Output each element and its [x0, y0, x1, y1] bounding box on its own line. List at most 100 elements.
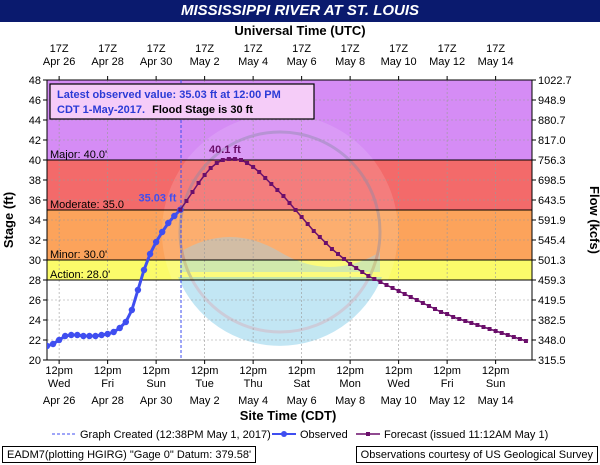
flow-tick-label: 1022.7 — [538, 75, 572, 87]
title-bar — [0, 0, 600, 22]
info-box: Latest observed value: 35.03 ft at 12:00… — [49, 83, 315, 120]
forecast-point — [439, 310, 444, 314]
observed-point — [86, 332, 93, 340]
day-tick-label: Wed — [48, 378, 70, 390]
forecast-point — [214, 161, 219, 165]
forecast-point — [245, 161, 250, 165]
forecast-point — [220, 158, 225, 162]
utc-date-label: May 6 — [287, 56, 317, 68]
forecast-line — [179, 158, 527, 342]
utc-date-label: May 4 — [238, 56, 268, 68]
date-tick-label: May 4 — [238, 395, 268, 407]
forecast-point — [311, 229, 316, 233]
forecast-point — [463, 319, 468, 323]
utc-time-label: 17Z — [486, 43, 505, 55]
forecast-point — [457, 317, 462, 321]
hydrograph-chart: Universal Time (UTC) Major: 40.0' Moderat… — [1, 23, 600, 441]
info-box-line1: Latest observed value: 35.03 ft at 12:00… — [57, 89, 281, 101]
utc-time-label: 17Z — [244, 43, 263, 55]
flow-tick-label: 817.0 — [538, 135, 566, 147]
legend-observed-label: Observed — [300, 429, 348, 441]
forecast-crest-label: 40.1 ft — [209, 144, 241, 156]
observed-point — [140, 266, 148, 274]
utc-time-label: 17Z — [147, 43, 166, 55]
date-tick-label: Apr 28 — [91, 395, 123, 407]
time-tick-label: 12pm — [336, 365, 364, 377]
info-box-frame — [49, 83, 315, 120]
date-tick-label: May 8 — [335, 395, 365, 407]
stage-tick-label: 34 — [29, 215, 41, 227]
forecast-point — [390, 286, 395, 290]
stage-tick-label: 36 — [29, 195, 41, 207]
flow-tick-label: 545.4 — [538, 235, 566, 247]
forecast-point — [178, 207, 183, 212]
flow-tick-label: 698.5 — [538, 175, 566, 187]
stage-axis: 20 22 24 26 28 30 32 34 36 38 40 42 44 46 48 — [29, 75, 47, 367]
observed-point — [55, 336, 63, 344]
forecast-point — [523, 339, 528, 343]
observed-point — [49, 340, 57, 348]
forecast-point — [475, 323, 480, 327]
flow-tick-label: 880.7 — [538, 115, 566, 127]
forecast-point — [354, 266, 359, 270]
legend: Graph Created (12:38PM May 1, 2017) Obse… — [52, 429, 548, 441]
forecast-point — [226, 157, 231, 161]
time-tick-label: 12pm — [385, 365, 413, 377]
forecast-point — [505, 333, 510, 337]
band-moderate — [47, 210, 532, 260]
info-box-line2: CDT 1-May-2017. Flood Stage is 30 ft — [57, 104, 253, 116]
forecast-point — [287, 201, 292, 205]
forecast-point — [408, 295, 413, 299]
stage-axis-label: Stage (ft) — [1, 192, 16, 248]
observed-point — [104, 330, 111, 338]
utc-date-label: May 14 — [478, 56, 514, 68]
observed-point — [158, 228, 166, 236]
forecast-point — [323, 241, 328, 245]
time-tick-label: 12pm — [94, 365, 122, 377]
day-tick-label: Wed — [387, 378, 409, 390]
forecast-point — [263, 176, 268, 180]
page-title: MISSISSIPPI RIVER AT ST. LOUIS — [180, 2, 420, 19]
forecast-point — [420, 301, 425, 305]
flow-tick-label: 948.9 — [538, 95, 566, 107]
legend-created-label: Graph Created (12:38PM May 1, 2017) — [80, 429, 271, 441]
flow-tick-label: 348.0 — [538, 335, 566, 347]
utc-date-label: May 12 — [429, 56, 465, 68]
utc-time-label: 17Z — [438, 43, 457, 55]
forecast-point — [366, 274, 371, 278]
utc-date-label: Apr 28 — [91, 56, 123, 68]
observed-point — [128, 306, 136, 314]
observed-point — [74, 331, 81, 339]
forecast-point — [414, 298, 419, 302]
threshold-label: Minor: 30.0' — [50, 249, 107, 261]
flow-tick-label: 315.5 — [538, 355, 566, 367]
forecast-point — [384, 283, 389, 287]
forecast-point — [493, 329, 498, 333]
forecast-point — [184, 199, 189, 203]
day-tick-label: Fri — [101, 378, 114, 390]
forecast-point — [208, 166, 213, 170]
observed-point — [47, 342, 51, 350]
date-tick-label: May 14 — [478, 395, 514, 407]
forecast-point — [511, 335, 516, 339]
stage-tick-label: 26 — [29, 295, 41, 307]
observed-point — [165, 219, 172, 227]
forecast-point — [281, 194, 286, 198]
forecast-point — [426, 304, 431, 308]
observed-point — [146, 250, 154, 258]
forecast-point — [402, 292, 407, 296]
flow-tick-label: 643.5 — [538, 195, 566, 207]
observed-point — [98, 331, 105, 339]
utc-date-label: Apr 26 — [43, 56, 75, 68]
date-tick-label: May 2 — [190, 395, 220, 407]
legend-forecast-label: Forecast (issued 11:12AM May 1) — [384, 429, 548, 441]
legend-observed-marker — [281, 431, 287, 437]
observed-point — [80, 332, 87, 340]
utc-date-label: Apr 30 — [140, 56, 172, 68]
forecast-point — [269, 182, 274, 186]
flow-tick-label: 382.5 — [538, 315, 566, 327]
time-tick-label: 12pm — [288, 365, 316, 377]
observed-point — [92, 332, 99, 340]
